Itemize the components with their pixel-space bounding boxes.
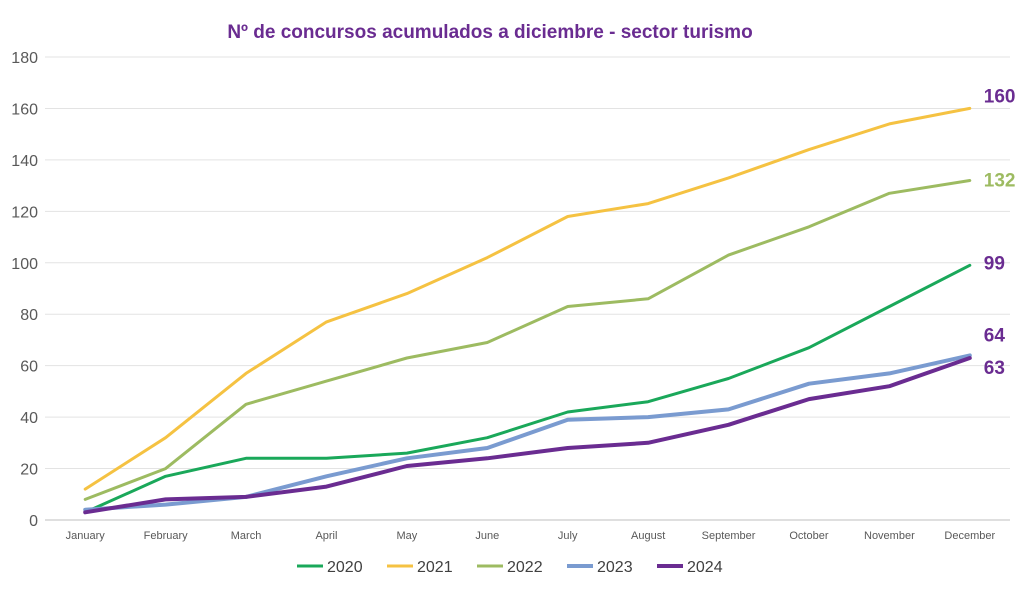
legend-label-2020: 2020 xyxy=(327,559,363,576)
series-line-2022 xyxy=(83,179,972,501)
legend-label-2024: 2024 xyxy=(687,559,723,576)
x-tick-label: April xyxy=(315,530,337,542)
y-tick-label: 120 xyxy=(11,204,38,221)
x-axis: January February March April May June July Augu… xyxy=(66,530,996,542)
legend-label-2022: 2022 xyxy=(507,559,543,576)
legend: 2020 2021 2022 2023 2024 xyxy=(297,559,723,576)
y-tick-label: 0 xyxy=(29,513,38,530)
y-tick-label: 160 xyxy=(11,101,38,118)
end-label-2024: 63 xyxy=(984,358,1005,379)
end-label-2023: 64 xyxy=(984,325,1006,346)
y-tick-label: 20 xyxy=(20,462,38,479)
x-tick-label: June xyxy=(475,530,499,542)
end-labels: 99 160 132 64 63 xyxy=(984,86,1016,379)
y-tick-label: 100 xyxy=(11,256,38,273)
x-tick-label: September xyxy=(702,530,756,542)
x-tick-label: August xyxy=(631,530,665,542)
y-tick-label: 80 xyxy=(20,307,38,324)
x-tick-label: July xyxy=(558,530,578,542)
chart-title: Nº de concursos acumulados a diciembre -… xyxy=(227,22,752,43)
end-label-2022: 132 xyxy=(984,170,1016,191)
series-line-2023 xyxy=(83,353,972,512)
end-label-2020: 99 xyxy=(984,253,1005,274)
y-tick-label: 60 xyxy=(20,359,38,376)
end-label-2021: 160 xyxy=(984,86,1016,107)
x-tick-label: December xyxy=(944,530,995,542)
x-tick-label: February xyxy=(144,530,189,542)
series-line-2020 xyxy=(83,263,972,514)
series-line-2024 xyxy=(83,356,972,515)
legend-label-2021: 2021 xyxy=(417,559,453,576)
series-line-2021 xyxy=(83,106,972,491)
x-tick-label: January xyxy=(66,530,106,542)
x-tick-label: October xyxy=(789,530,828,542)
series-lines xyxy=(83,106,972,515)
x-tick-label: November xyxy=(864,530,915,542)
x-tick-label: March xyxy=(231,530,262,542)
y-axis: 0 20 40 60 80 100 120 140 160 180 xyxy=(11,50,38,530)
x-tick-label: May xyxy=(396,530,417,542)
y-tick-label: 140 xyxy=(11,153,38,170)
legend-label-2023: 2023 xyxy=(597,559,633,576)
y-tick-label: 40 xyxy=(20,410,38,427)
y-tick-label: 180 xyxy=(11,50,38,67)
